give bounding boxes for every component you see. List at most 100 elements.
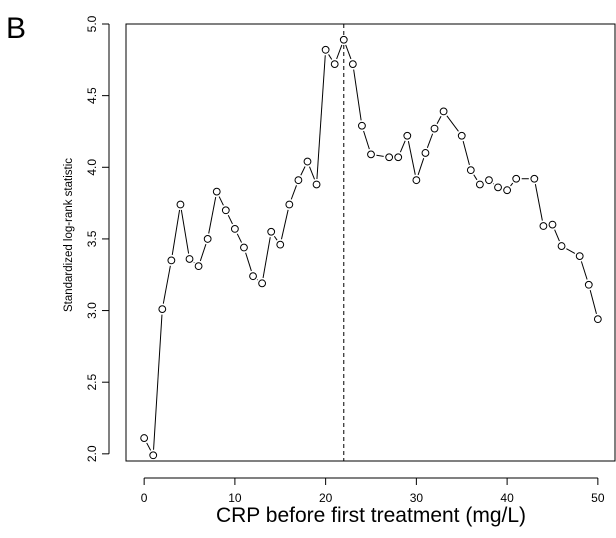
- series-segment: [554, 229, 560, 242]
- data-point: [466, 166, 475, 175]
- data-point: [503, 186, 512, 195]
- data-point: [485, 176, 493, 185]
- data-point: [158, 305, 167, 314]
- x-tick-label: 30: [410, 491, 424, 505]
- series-segment: [236, 233, 243, 243]
- data-point: [167, 256, 176, 265]
- x-axis-title: CRP before first treatment (mg/L): [216, 504, 526, 527]
- data-point: [367, 150, 375, 159]
- y-tick-label: 3.0: [85, 302, 99, 319]
- x-tick-label: 50: [591, 491, 605, 505]
- series-segment: [426, 133, 434, 148]
- data-point: [457, 131, 466, 140]
- y-tick-label: 5.0: [85, 15, 99, 32]
- series-segment: [534, 184, 543, 221]
- x-tick-label: 20: [319, 491, 333, 505]
- data-point: [394, 153, 403, 162]
- data-point: [348, 60, 357, 69]
- data-point: [294, 176, 303, 185]
- series-segment: [328, 54, 333, 60]
- data-point: [140, 434, 149, 442]
- data-point: [230, 224, 239, 233]
- series-segment: [153, 314, 163, 450]
- y-tick-label: 2.0: [85, 445, 99, 462]
- data-point: [339, 35, 348, 44]
- plot-area: 0 10 20 30 40 50 2.0 2.5 3.0 3.5 4.0 4.5 5.0: [85, 15, 616, 505]
- series-segment: [407, 141, 416, 175]
- series-segment: [473, 174, 478, 181]
- data-point: [385, 153, 394, 162]
- series-segment: [376, 154, 384, 157]
- panel-label: B: [6, 12, 26, 45]
- data-point: [303, 157, 312, 166]
- data-point: [593, 315, 602, 324]
- series-segment: [262, 237, 271, 279]
- data-point: [212, 187, 221, 196]
- series-segment: [345, 44, 352, 60]
- series-segment: [146, 442, 152, 451]
- data-point: [203, 235, 212, 243]
- data-point: [548, 220, 557, 229]
- data-point: [249, 272, 257, 281]
- y-tick-label: 3.5: [85, 230, 99, 247]
- data-point: [512, 174, 521, 183]
- series-segment: [589, 289, 597, 314]
- data-point: [149, 451, 158, 460]
- series-segment: [171, 209, 181, 256]
- y-tick-label: 2.5: [85, 374, 99, 391]
- series-segment: [316, 55, 326, 180]
- x-tick-label: 40: [500, 491, 514, 505]
- series-segment: [245, 252, 252, 272]
- data-point: [530, 174, 539, 183]
- series-segment: [353, 69, 362, 121]
- series-segment: [510, 182, 514, 187]
- data-point: [221, 206, 230, 215]
- x-tick-label: 10: [228, 491, 242, 505]
- series-segment: [336, 44, 343, 60]
- data-point: [194, 262, 203, 271]
- series-segment: [162, 265, 171, 304]
- data-point: [421, 149, 430, 157]
- data-point: [584, 280, 593, 289]
- series-segment: [399, 140, 406, 153]
- data-point: [258, 279, 267, 288]
- data-point: [557, 242, 566, 250]
- y-tick-label: 4.0: [85, 159, 99, 176]
- series-segment: [280, 209, 289, 240]
- data-point: [575, 252, 584, 261]
- series-segment: [446, 115, 459, 132]
- series-segment: [199, 243, 207, 262]
- data-point: [312, 180, 321, 189]
- series-segment: [309, 166, 315, 180]
- data-point: [267, 227, 276, 236]
- data-point: [475, 180, 484, 189]
- series-segment: [208, 196, 217, 234]
- data-point: [330, 60, 339, 69]
- series-segment: [227, 214, 233, 225]
- data-point: [185, 255, 194, 263]
- data-point: [176, 200, 185, 209]
- series-segment: [363, 130, 370, 150]
- series-segment: [417, 158, 425, 176]
- data-point: [539, 222, 548, 230]
- y-tick-label: 4.5: [85, 87, 99, 104]
- series-segment: [290, 185, 297, 200]
- data-point: [285, 200, 294, 209]
- data-point: [403, 131, 412, 140]
- data-point: [240, 243, 248, 252]
- data-point: [358, 121, 366, 130]
- data-point: [412, 176, 421, 185]
- data-point: [439, 107, 448, 116]
- series-segment: [566, 248, 576, 254]
- series-segment: [218, 196, 224, 206]
- plot-frame: [125, 23, 616, 462]
- series-segment: [580, 261, 588, 280]
- data-point: [321, 45, 330, 54]
- series-segment: [436, 116, 442, 124]
- data-point: [494, 183, 502, 192]
- series-segment: [273, 235, 278, 241]
- x-tick-label: 0: [141, 491, 148, 505]
- data-point: [430, 124, 439, 133]
- series-segment: [180, 209, 190, 254]
